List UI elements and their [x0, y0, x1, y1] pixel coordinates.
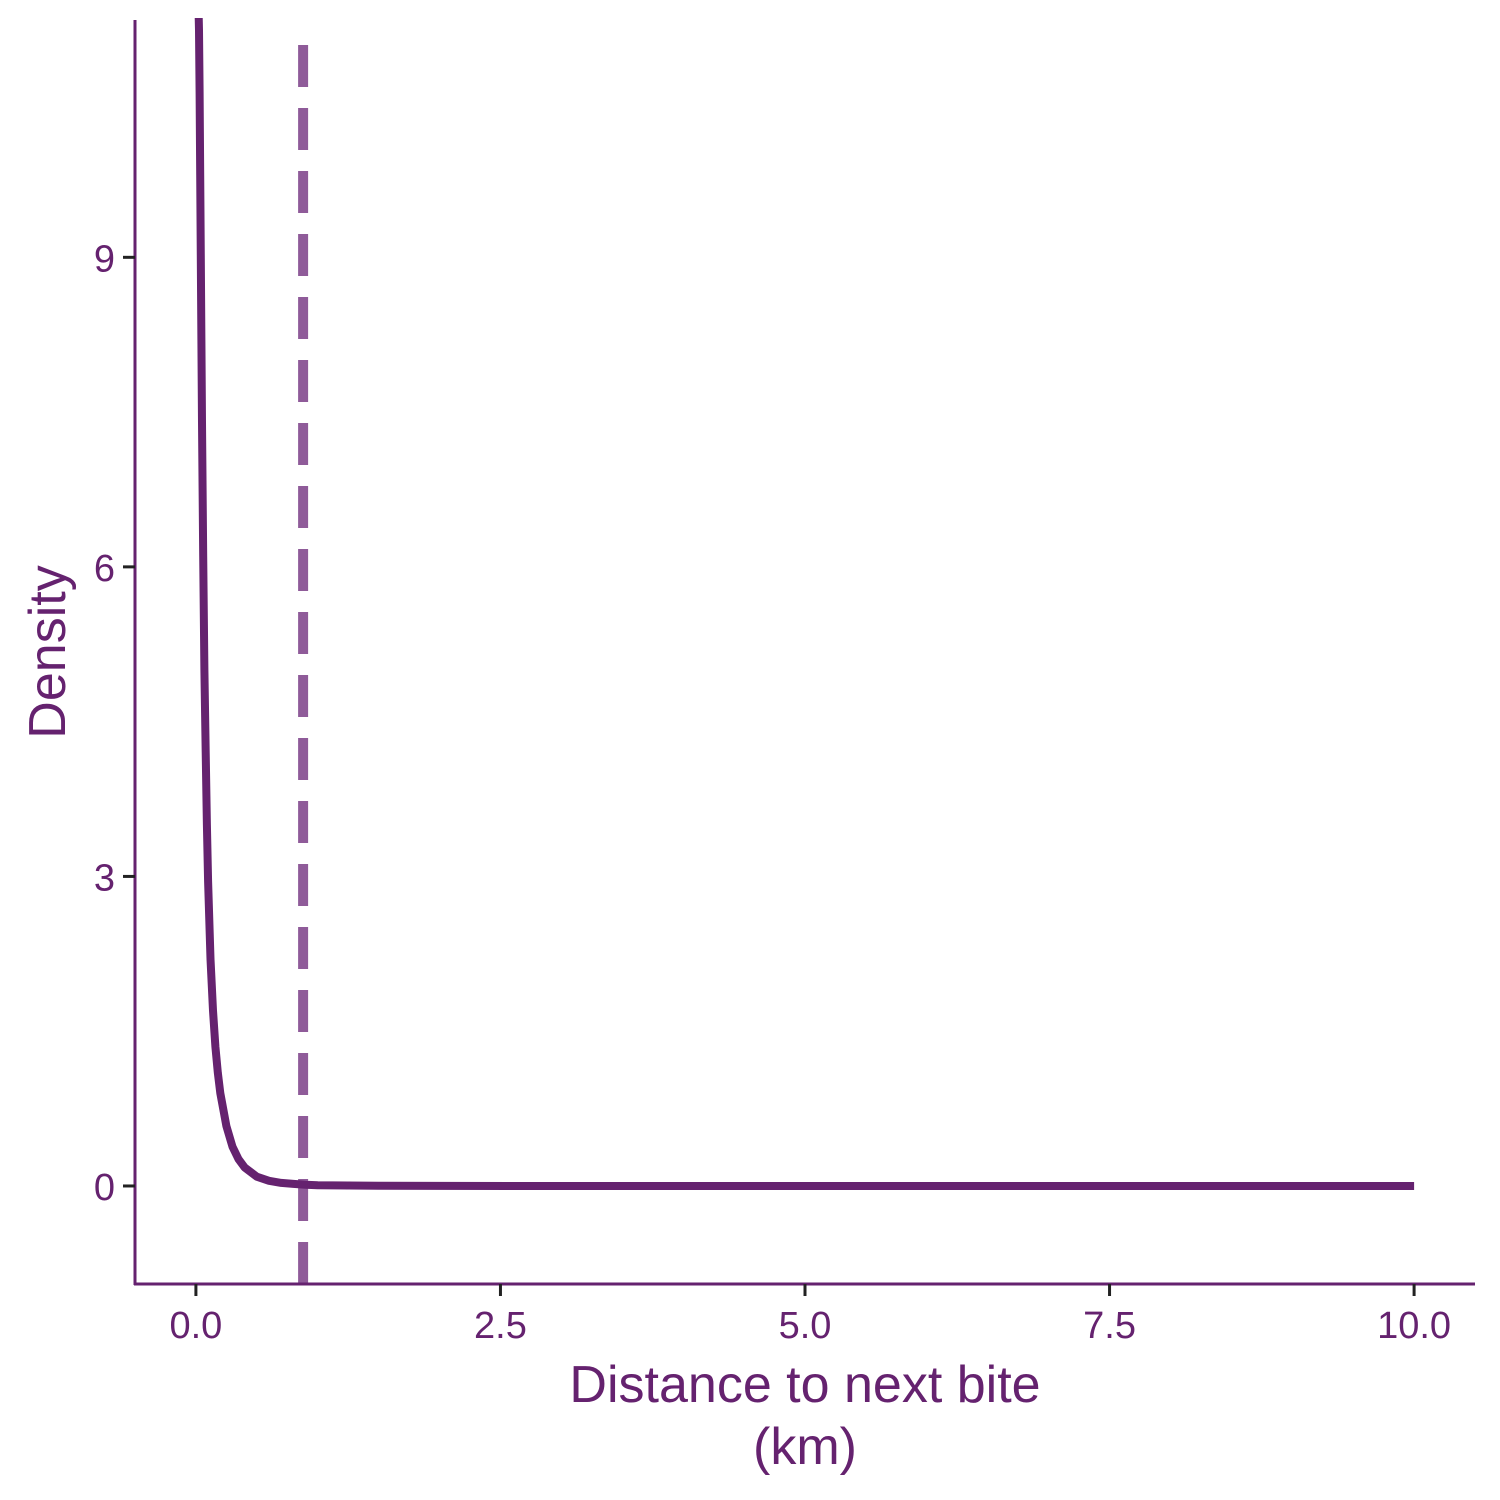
x-axis-title-line: (km): [753, 1418, 857, 1476]
x-axis-title: Distance to next bite (km): [569, 1356, 1040, 1476]
y-tick-label: 0: [94, 1167, 115, 1209]
density-curve-0: [194, 18, 1415, 1190]
x-tick-label: 2.5: [474, 1305, 527, 1347]
x-axis-title-line: Distance to next bite: [569, 1356, 1040, 1414]
x-tick-label: 0.0: [169, 1305, 222, 1347]
x-tick-label: 5.0: [779, 1305, 832, 1347]
y-tick-label: 3: [94, 857, 115, 899]
y-axis-title: Density: [19, 565, 77, 738]
y-tick-label: 9: [94, 238, 115, 280]
y-tick-label: 6: [94, 548, 115, 590]
axes: 0 3 6 9 0.0 2.5 5.0 7.5 10.0: [94, 20, 1475, 1347]
plot-area: [194, 18, 1415, 1284]
x-tick-label: 7.5: [1083, 1305, 1136, 1347]
x-tick-label: 10.0: [1377, 1305, 1451, 1347]
